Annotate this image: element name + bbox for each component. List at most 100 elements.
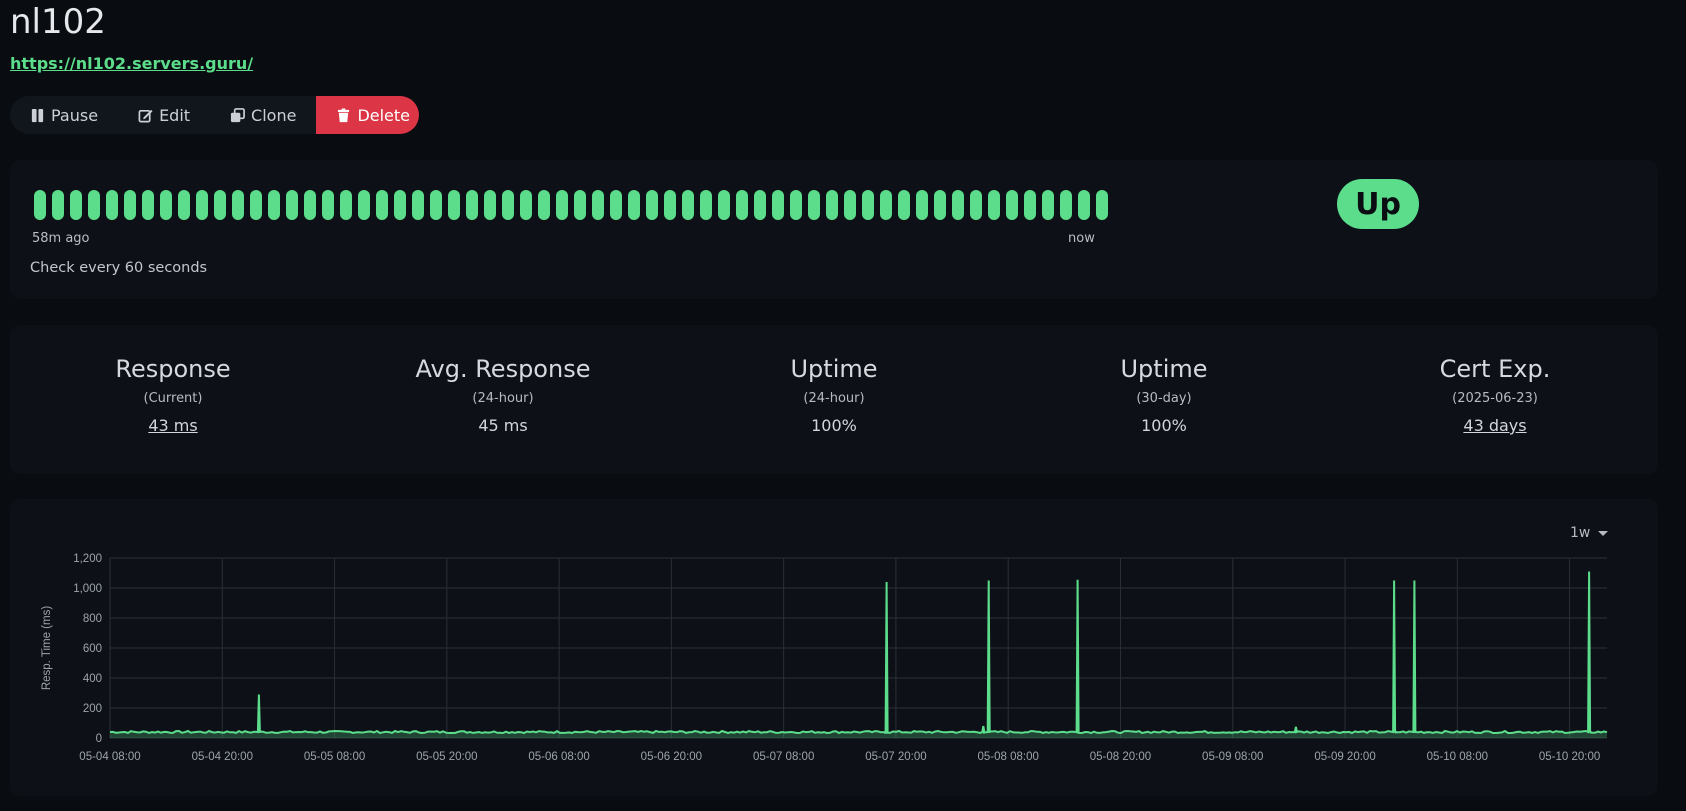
stat-uptime-30d: Uptime (30-day) 100% [1014,355,1314,435]
heartbeat-beat[interactable] [664,190,676,220]
heartbeat-beat[interactable] [574,190,586,220]
heartbeat-beat[interactable] [970,190,982,220]
heartbeat-beat[interactable] [844,190,856,220]
stat-subheading: (2025-06-23) [1452,391,1538,406]
heartbeat-beat[interactable] [160,190,172,220]
delete-button[interactable]: Delete [316,96,419,134]
heartbeat-beat[interactable] [1042,190,1054,220]
y-tick-label: 1,200 [73,553,102,565]
heartbeat-beat[interactable] [304,190,316,220]
monitor-url-link[interactable]: https://nl102.servers.guru/ [10,54,254,73]
heartbeat-beat[interactable] [376,190,388,220]
stat-subheading: (24-hour) [472,391,534,406]
heartbeat-beat[interactable] [358,190,370,220]
x-tick-label: 05-05 20:00 [416,751,477,763]
x-tick-label: 05-10 20:00 [1539,751,1600,763]
action-button-group: Pause Edit Clone Delete [10,96,419,134]
heartbeat-beat[interactable] [214,190,226,220]
heartbeat-beat[interactable] [466,190,478,220]
x-tick-label: 05-04 08:00 [79,751,140,763]
heartbeat-beat[interactable] [178,190,190,220]
heartbeat-beat[interactable] [124,190,136,220]
heartbeat-beat[interactable] [610,190,622,220]
pause-button-label: Pause [51,105,99,125]
heartbeat-beat[interactable] [484,190,496,220]
heartbeat-beat[interactable] [196,190,208,220]
heartbeat-beat[interactable] [520,190,532,220]
heartbeat-beat[interactable] [772,190,784,220]
heartbeat-beat[interactable] [592,190,604,220]
y-axis-label: Resp. Time (ms) [41,606,53,691]
edit-button-label: Edit [159,105,191,125]
heartbeat-beat[interactable] [142,190,154,220]
heartbeat-beat[interactable] [538,190,550,220]
heartbeat-beat[interactable] [988,190,1000,220]
clone-button-label: Clone [251,105,297,125]
stat-heading: Uptime [790,355,878,383]
heartbeat-beat[interactable] [232,190,244,220]
heartbeat-beat[interactable] [106,190,118,220]
x-tick-label: 05-09 08:00 [1202,751,1263,763]
heartbeat-beat[interactable] [736,190,748,220]
heartbeat-beat[interactable] [286,190,298,220]
edit-button[interactable]: Edit [118,96,210,134]
heartbeat-beat[interactable] [1078,190,1090,220]
response-time-line [109,571,1608,735]
heartbeat-beat[interactable] [430,190,442,220]
heartbeat-beat[interactable] [448,190,460,220]
heartbeat-beat[interactable] [628,190,640,220]
heartbeat-beat[interactable] [250,190,262,220]
heartbeat-beat[interactable] [1060,190,1072,220]
heartbeat-beat[interactable] [1096,190,1108,220]
y-tick-label: 0 [96,733,102,745]
y-tick-label: 800 [83,613,102,625]
heartbeat-beat[interactable] [1024,190,1036,220]
x-tick-label: 05-08 20:00 [1090,751,1151,763]
chart-range-select[interactable]: 1w [1570,525,1609,541]
heartbeat-beat[interactable] [322,190,334,220]
x-tick-label: 05-06 08:00 [528,751,589,763]
heartbeat-beat[interactable] [862,190,874,220]
heartbeat-beat[interactable] [34,190,46,220]
stat-heading: Avg. Response [415,355,591,383]
heartbeat-beat[interactable] [556,190,568,220]
heartbeat-beat[interactable] [808,190,820,220]
heartbeat-beat[interactable] [1006,190,1018,220]
stat-value-link[interactable]: 43 days [1463,416,1527,435]
stat-response-current: Response (Current) 43 ms [23,355,323,435]
heartbeat-beat[interactable] [412,190,424,220]
heartbeat-beat[interactable] [268,190,280,220]
heartbeat-beat[interactable] [880,190,892,220]
pause-icon [31,108,44,122]
clone-icon [230,107,245,122]
heartbeat-beat[interactable] [88,190,100,220]
heartbeat-beat[interactable] [70,190,82,220]
stat-value-link[interactable]: 43 ms [148,416,198,435]
heartbeat-bar [34,190,1108,220]
stat-heading: Uptime [1120,355,1208,383]
heartbeat-beat[interactable] [394,190,406,220]
heartbeat-beat[interactable] [718,190,730,220]
heartbeat-beat[interactable] [340,190,352,220]
heartbeat-beat[interactable] [952,190,964,220]
heartbeat-start-label: 58m ago [32,231,90,246]
response-time-chart: 0 200 400 600 800 1,000 1,200 05-04 08:00 05-04 … [41,553,1608,763]
heartbeat-beat[interactable] [916,190,928,220]
heartbeat-beat[interactable] [52,190,64,220]
heartbeat-beat[interactable] [754,190,766,220]
heartbeat-beat[interactable] [790,190,802,220]
heartbeat-beat[interactable] [700,190,712,220]
pause-button[interactable]: Pause [10,96,118,134]
heartbeat-beat[interactable] [502,190,514,220]
stat-cert-expiry: Cert Exp. (2025-06-23) 43 days [1345,355,1645,435]
clone-button[interactable]: Clone [210,96,316,134]
x-tick-label: 05-04 20:00 [192,751,253,763]
heartbeat-beat[interactable] [898,190,910,220]
heartbeat-beat[interactable] [826,190,838,220]
heartbeat-beat[interactable] [934,190,946,220]
stat-heading: Response [115,355,231,383]
heartbeat-beat[interactable] [646,190,658,220]
stat-value: 100% [811,416,857,435]
heartbeat-beat[interactable] [682,190,694,220]
stat-uptime-24h: Uptime (24-hour) 100% [684,355,984,435]
